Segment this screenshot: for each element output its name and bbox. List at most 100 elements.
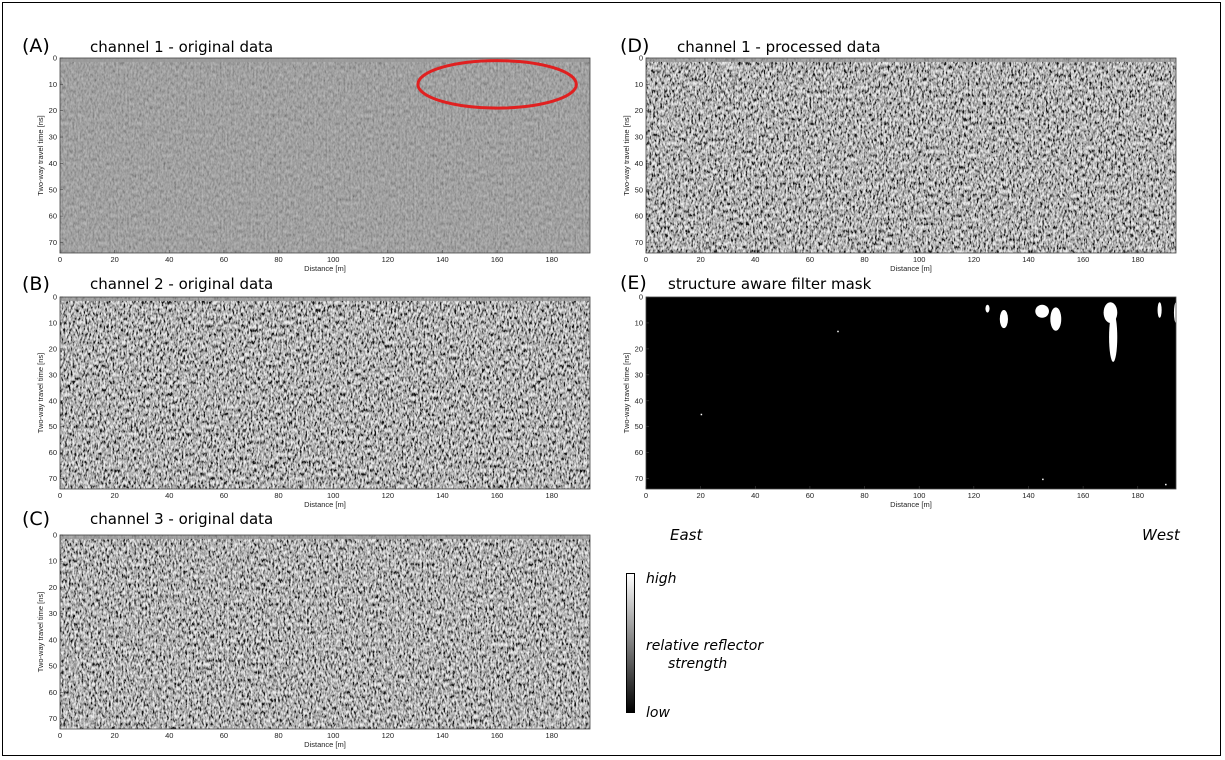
x-tick-label: 140: [436, 491, 449, 500]
x-tick-label: 0: [58, 255, 62, 264]
x-tick-label: 140: [1022, 491, 1035, 500]
radargram-noise: [60, 58, 590, 253]
y-tick-label: 0: [53, 293, 57, 302]
mask-speck: [1042, 478, 1044, 481]
x-tick-label: 180: [545, 255, 558, 264]
y-tick-label: 0: [639, 54, 643, 63]
x-tick-label: 180: [1131, 255, 1144, 264]
x-tick-label: 100: [327, 255, 340, 264]
y-tick-label: 50: [49, 422, 57, 431]
mask-bright-region: [985, 304, 990, 313]
x-tick-label: 120: [382, 255, 395, 264]
x-tick-label: 100: [913, 491, 926, 500]
y-tick-label: 0: [53, 531, 57, 540]
mask-bright-region: [1109, 312, 1118, 362]
x-tick-label: 20: [110, 255, 118, 264]
panel-title-b: channel 2 - original data: [90, 275, 274, 293]
y-tick-label: 20: [635, 106, 643, 115]
y-axis-label: Two-way travel time [ns]: [36, 592, 45, 672]
x-tick-label: 160: [1077, 491, 1090, 500]
x-tick-label: 40: [165, 255, 173, 264]
radargram-noise: [60, 535, 590, 729]
x-tick-label: 20: [696, 255, 704, 264]
x-axis-label: Distance [m]: [890, 500, 932, 509]
y-tick-label: 40: [49, 635, 57, 644]
east-label: East: [670, 526, 703, 544]
y-tick-label: 60: [49, 448, 57, 457]
x-tick-label: 20: [110, 491, 118, 500]
y-tick-label: 70: [49, 714, 57, 723]
y-tick-label: 30: [49, 609, 57, 618]
panel-letter-c: (C): [22, 508, 51, 530]
mask-bright-region: [1035, 304, 1049, 318]
plot-channel-2-original: 0 20 40 60 80 100 120 140 160 180 0 10 20 30 40 50 60 70 D…: [36, 293, 591, 509]
mask-speck: [700, 413, 703, 416]
x-tick-label: 140: [436, 255, 449, 264]
radargram-top-band: [60, 58, 590, 62]
panel-letter-d: (D): [620, 35, 650, 57]
x-tick-label: 180: [545, 491, 558, 500]
x-axis-label: Distance [m]: [304, 264, 346, 273]
x-tick-label: 20: [110, 731, 118, 740]
mask-bright-region: [1050, 307, 1062, 331]
radargram-noise: [60, 297, 590, 489]
y-tick-label: 70: [635, 474, 643, 483]
y-tick-label: 30: [49, 133, 57, 142]
y-tick-label: 20: [49, 106, 57, 115]
colorbar-label-line2: strength: [668, 656, 728, 672]
y-tick-label: 10: [49, 318, 57, 327]
y-tick-label: 40: [635, 396, 643, 405]
plot-frame: [59, 534, 591, 730]
x-tick-label: 120: [968, 255, 981, 264]
x-tick-label: 20: [696, 491, 704, 500]
y-axis-label: Two-way travel time [ns]: [36, 115, 45, 195]
y-tick-label: 70: [49, 474, 57, 483]
x-tick-label: 140: [1022, 255, 1035, 264]
panel-title-c: channel 3 - original data: [90, 510, 274, 528]
y-tick-label: 50: [49, 662, 57, 671]
radargram-top-band: [60, 535, 590, 539]
y-tick-label: 50: [49, 185, 57, 194]
y-tick-label: 60: [49, 688, 57, 697]
x-tick-label: 40: [165, 491, 173, 500]
y-tick-label: 40: [49, 159, 57, 168]
y-tick-label: 10: [49, 80, 57, 89]
colorbar: [626, 573, 635, 713]
y-tick-label: 60: [635, 212, 643, 221]
y-tick-label: 30: [49, 370, 57, 379]
y-tick-label: 10: [49, 557, 57, 566]
panel-title-e: structure aware filter mask: [668, 275, 872, 293]
y-tick-label: 50: [635, 422, 643, 431]
x-tick-label: 80: [274, 731, 282, 740]
y-tick-label: 20: [635, 344, 643, 353]
mask-speck: [837, 330, 839, 333]
radargram-top-band: [646, 58, 1176, 62]
x-tick-label: 160: [491, 731, 504, 740]
panel-title-a: channel 1 - original data: [90, 38, 274, 56]
y-tick-label: 10: [635, 80, 643, 89]
radargram-noise: [646, 58, 1176, 253]
x-tick-label: 40: [751, 255, 759, 264]
x-tick-label: 0: [644, 255, 648, 264]
x-tick-label: 120: [382, 491, 395, 500]
colorbar-label-line1: relative reflector: [646, 638, 764, 654]
x-tick-label: 40: [165, 731, 173, 740]
x-tick-label: 180: [1131, 491, 1144, 500]
plot-channel-1-original: 0 20 40 60 80 100 120 140 160 180 0 10 20 30 40 50 60 70 D…: [36, 54, 591, 273]
x-tick-label: 0: [58, 491, 62, 500]
x-tick-label: 180: [545, 731, 558, 740]
panel-title-d: channel 1 - processed data: [677, 38, 881, 56]
x-tick-label: 60: [806, 255, 814, 264]
x-tick-label: 40: [751, 491, 759, 500]
y-axis-label: Two-way travel time [ns]: [622, 115, 631, 195]
y-tick-label: 20: [49, 344, 57, 353]
x-tick-label: 80: [274, 491, 282, 500]
y-tick-label: 30: [635, 370, 643, 379]
plot-frame: [59, 57, 591, 254]
plot-frame: [645, 296, 1177, 490]
x-tick-label: 120: [968, 491, 981, 500]
y-tick-label: 20: [49, 583, 57, 592]
x-tick-label: 80: [274, 255, 282, 264]
x-tick-label: 140: [436, 731, 449, 740]
